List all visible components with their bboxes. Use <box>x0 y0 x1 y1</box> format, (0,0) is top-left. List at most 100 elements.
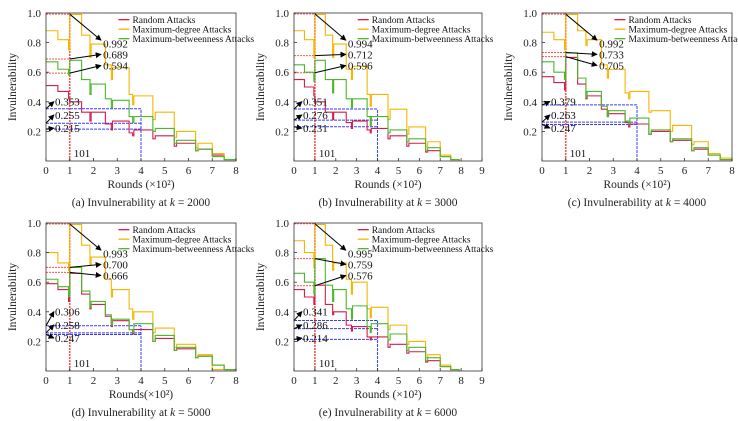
chart-panel-4: 0 1 2 3 4 5 6 7 8 9 0.2 0.4 0.6 0.8 1.0 Rounds (×10²) In… <box>255 218 494 419</box>
annotation-arrow-top <box>314 274 347 287</box>
y-axis-label: Invulnerability <box>503 53 515 122</box>
annotation-arrow-bottom <box>541 114 551 123</box>
x-tick-label: 1 <box>563 165 569 177</box>
panel-caption: (c) Invulnerability at k = 4000 <box>568 197 707 209</box>
annotation-arrow-top <box>565 56 598 67</box>
y-tick-label: 0.6 <box>523 67 537 79</box>
x-tick-label: 2 <box>333 375 339 387</box>
x-tick-label: 1 <box>67 165 73 177</box>
annotation-arrow-top <box>69 223 102 251</box>
annotation-arrow-bottom <box>45 114 55 124</box>
y-tick-label: 0.6 <box>275 67 289 79</box>
annotation-label-bottom: 0.286 <box>303 320 328 332</box>
caption-text: (c) Invulnerability at <box>568 197 666 209</box>
annotation-label-bottom: 0.215 <box>55 123 80 135</box>
x-axis-label: Rounds (×10²) <box>107 179 174 191</box>
y-tick-label: 0.8 <box>523 38 537 50</box>
x-axis-label: Rounds (×10²) <box>354 179 421 191</box>
annotation-label-top: 0.596 <box>348 61 373 73</box>
x-tick-label: 3 <box>115 375 121 387</box>
x-tick-label: 8 <box>458 375 464 387</box>
series-line-2 <box>46 59 237 161</box>
x-tick-label: 7 <box>210 165 216 177</box>
x-tick-label: 3 <box>115 165 121 177</box>
annotation-arrow-bottom <box>541 123 551 129</box>
x-tick-label: 0 <box>291 375 297 387</box>
annotation-label-top: 0.712 <box>348 49 373 61</box>
annotation-label-bottom: 0.306 <box>55 307 80 319</box>
caption-variable: k <box>417 197 423 209</box>
caption-variable: k <box>417 407 423 419</box>
x-tick-label: 6 <box>682 165 688 177</box>
x-tick-label: 9 <box>479 165 485 177</box>
annotation-label-bottom: 0.247 <box>55 333 80 345</box>
annotation-label-bottom: 0.258 <box>55 320 80 332</box>
annotation-label-top: 0.995 <box>348 248 373 260</box>
y-tick-label: 1.0 <box>27 218 41 230</box>
x-axis-label: Rounds (×10²) <box>354 389 421 401</box>
legend-label-0: Random Attacks <box>372 226 435 236</box>
caption-value: = 2000 <box>175 197 210 209</box>
annotation-label-bottom: 0.214 <box>303 333 328 345</box>
x-tick-label: 2 <box>587 165 593 177</box>
legend-label-2: Maximum-betweenness Attacks <box>628 35 738 45</box>
y-tick-label: 0.6 <box>27 277 41 289</box>
annotation-label-top: 0.705 <box>599 61 624 73</box>
x-tick-label: 7 <box>706 165 712 177</box>
chart-panel-1: 0 1 2 3 4 5 6 7 8 9 0.2 0.4 0.6 0.8 1.0 Rounds (×10²) In… <box>255 8 494 209</box>
legend-label-1: Maximum-degree Attacks <box>132 26 231 36</box>
x-tick-label: 5 <box>162 165 168 177</box>
x-tick-label: 8 <box>458 165 464 177</box>
annotation-arrow-bottom <box>45 125 55 132</box>
marker-label: 101 <box>319 358 336 370</box>
y-tick-label: 0.2 <box>27 126 41 138</box>
caption-variable: k <box>170 197 176 209</box>
annotation-label-top: 0.992 <box>599 38 624 50</box>
caption-text: (d) Invulnerability at <box>71 407 170 419</box>
series-line-0 <box>294 79 460 161</box>
x-tick-label: 0 <box>43 375 49 387</box>
y-tick-label: 0.4 <box>275 307 289 319</box>
y-tick-label: 0.2 <box>523 126 537 138</box>
x-tick-label: 1 <box>67 375 73 387</box>
legend-label-2: Maximum-betweenness Attacks <box>372 245 494 255</box>
plot-frame <box>293 222 483 372</box>
annotation-label-bottom: 0.353 <box>55 97 80 109</box>
x-tick-label: 2 <box>333 165 339 177</box>
annotation-arrow-top <box>314 13 347 41</box>
legend-label-0: Random Attacks <box>132 16 195 26</box>
y-tick-label: 0.4 <box>275 97 289 109</box>
chart-panel-0: 0 1 2 3 4 5 6 7 8 0.2 0.4 0.6 0.8 1.0 Rounds (×10²) Inv… <box>7 8 254 209</box>
legend-label-1: Maximum-degree Attacks <box>628 26 727 36</box>
caption-value: = 5000 <box>175 407 210 419</box>
x-tick-label: 0 <box>539 165 545 177</box>
x-tick-label: 3 <box>354 375 360 387</box>
x-tick-label: 4 <box>138 375 144 387</box>
x-tick-label: 4 <box>634 165 640 177</box>
annotation-arrow-top <box>314 223 347 251</box>
annotation-arrow-top <box>565 13 598 41</box>
caption-value: = 3000 <box>422 197 457 209</box>
series-line-1 <box>294 13 460 161</box>
chart-panel-3: 0 1 2 3 4 5 6 7 8 0.2 0.4 0.6 0.8 1.0 Rounds(×10²) Invu… <box>7 218 254 419</box>
annotation-label-top: 0.700 <box>103 259 128 271</box>
x-tick-label: 6 <box>417 165 423 177</box>
panel-caption: (b) Invulnerability at k = 3000 <box>318 197 457 209</box>
marker-label: 101 <box>570 148 587 160</box>
annotation-arrow-bottom <box>293 124 303 131</box>
y-tick-label: 0.4 <box>27 97 41 109</box>
x-tick-label: 3 <box>354 165 360 177</box>
y-tick-label: 0.2 <box>27 336 41 348</box>
annotation-arrow-top <box>314 51 347 58</box>
y-axis-label: Invulnerability <box>7 263 19 332</box>
caption-text: (b) Invulnerability at <box>318 197 417 209</box>
annotation-label-bottom: 0.351 <box>303 97 328 109</box>
annotation-arrow-bottom <box>293 114 303 121</box>
annotation-label-top: 0.993 <box>103 248 128 260</box>
x-tick-label: 8 <box>729 165 735 177</box>
x-tick-label: 7 <box>210 375 216 387</box>
series-line-2 <box>46 266 237 371</box>
annotation-arrow-bottom <box>293 311 303 321</box>
y-axis-label: Invulnerability <box>255 53 267 122</box>
x-tick-label: 3 <box>611 165 617 177</box>
